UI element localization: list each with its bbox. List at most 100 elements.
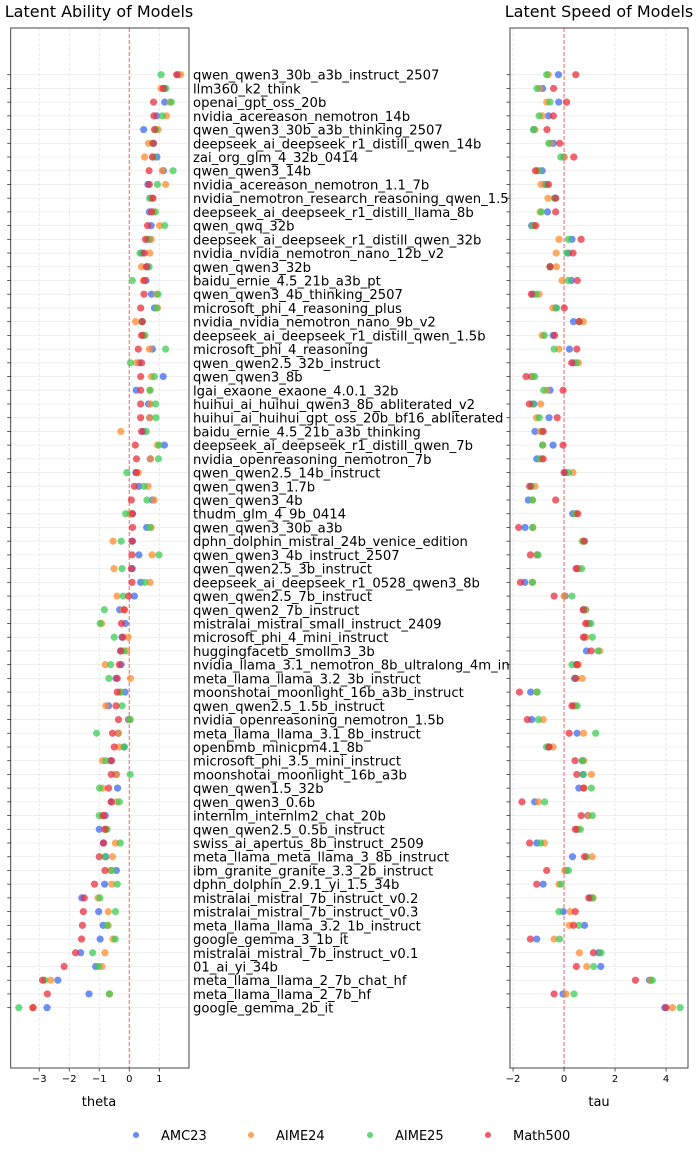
point-math500 [589,949,597,957]
model-label: baidu_ernie_4.5_21b_a3b_pt [193,275,381,290]
point-math500 [573,770,581,779]
point-aime24 [113,592,121,600]
point-aime25 [537,839,545,847]
model-label: qwen_qwen2.5_14b_instruct [193,467,380,482]
point-aime24 [140,153,149,161]
point-aime25 [564,276,572,285]
point-amc23 [565,345,574,353]
point-aime25 [568,592,576,600]
point-math500 [569,921,578,929]
point-aime24 [132,359,141,367]
model-label: microsoft_phi_4_reasoning_plus [193,302,402,317]
point-math500 [539,455,547,463]
point-aime25 [587,619,595,628]
model-label: qwen_qwen3_30b_a3b [193,521,342,536]
point-aime24 [537,180,545,189]
point-math500 [128,537,136,545]
point-math500 [132,468,141,477]
point-aime25 [543,71,551,79]
point-aime25 [118,565,126,573]
point-amc23 [580,921,589,929]
legend-marker-math500 [485,1132,491,1138]
point-math500 [526,839,534,847]
point-aime24 [101,661,109,669]
model-label: qwen_qwen3_30b_a3b_thinking_2507 [193,124,443,139]
point-amc23 [113,784,122,792]
point-aime25 [535,414,543,422]
point-math500 [149,194,157,202]
point-aime24 [146,455,155,463]
point-amc23 [101,880,109,888]
point-aime25 [111,908,120,916]
point-aime25 [579,770,587,779]
legend-marker-aime24 [248,1132,254,1138]
point-math500 [579,606,587,614]
model-label: deepseek_ai_deepseek_r1_distill_qwen_7b [193,439,473,454]
point-math500 [173,71,181,79]
point-aime25 [555,908,563,916]
point-aime25 [557,153,565,161]
model-label: dphn_dolphin_mistral_24b_venice_edition [193,535,468,550]
point-aime25 [152,414,160,422]
point-math500 [526,551,535,559]
point-math500 [546,263,554,271]
point-aime25 [140,482,148,490]
point-aime25 [570,990,578,998]
model-label: mistralai_mistral_7b_instruct_v0.2 [193,892,418,907]
model-label: deepseek_ai_deepseek_r1_distill_qwen_1.5… [193,329,486,344]
point-math500 [128,551,136,559]
point-math500 [543,866,551,875]
point-aime24 [579,729,588,737]
point-math500 [550,84,558,93]
point-amc23 [77,949,85,957]
model-label: qwen_qwen3_4b_instruct_2507 [193,549,400,564]
point-aime25 [155,441,163,449]
point-aime24 [534,798,542,806]
point-math500 [99,839,108,847]
point-math500 [515,688,524,696]
point-aime25 [588,811,596,820]
point-math500 [580,537,589,545]
legend: AMC23 AIME24 AIME25 Math500 [133,1129,570,1144]
point-aime25 [15,1004,23,1012]
point-amc23 [95,825,103,833]
model-label: huihui_ai_huihui_gpt_oss_20b_bf16_ablite… [193,412,503,427]
left-chart-title: Latent Ability of Models [5,2,193,21]
point-math500 [582,619,590,628]
model-label: deepseek_ai_deepseek_r1_0528_qwen3_8b [193,576,480,591]
point-math500 [580,784,588,792]
point-aime25 [92,729,101,737]
model-label: huggingfacetb_smollm3_3b [193,645,375,660]
point-aime24 [668,1004,677,1012]
point-math500 [572,71,580,79]
point-aime25 [564,866,572,875]
point-amc23 [160,441,168,449]
point-math500 [563,98,571,106]
point-aime25 [530,125,538,134]
point-amc23 [159,372,167,381]
point-math500 [110,743,118,751]
point-math500 [137,304,145,312]
point-aime25 [564,235,572,243]
point-math500 [128,510,137,518]
point-aime25 [143,496,151,504]
point-math500 [580,853,589,861]
point-math500 [560,304,568,312]
point-aime24 [109,537,117,545]
right-x-axis-label: tau [588,1095,609,1110]
model-label: qwen_qwen2.5_0.5b_instruct [193,823,385,838]
model-label: nvidia_llama_3.1_nemotron_8b_ultralong_4… [193,659,522,674]
point-math500 [572,565,580,573]
point-amc23 [54,976,62,984]
model-label: nvidia_openreasoning_nemotron_7b [193,453,432,468]
point-aime25 [535,112,543,120]
point-math500 [568,359,576,367]
point-math500 [579,633,588,641]
point-math500 [526,482,534,490]
point-amc23 [147,290,156,298]
point-math500 [132,455,141,463]
model-label: nvidia_nemotron_research_reasoning_qwen_… [193,192,517,207]
model-label: zai_org_glm_4_32b_0414 [193,151,358,166]
model-label: meta_llama_llama_3.1_8b_instruct [193,727,421,742]
point-amc23 [539,880,547,888]
